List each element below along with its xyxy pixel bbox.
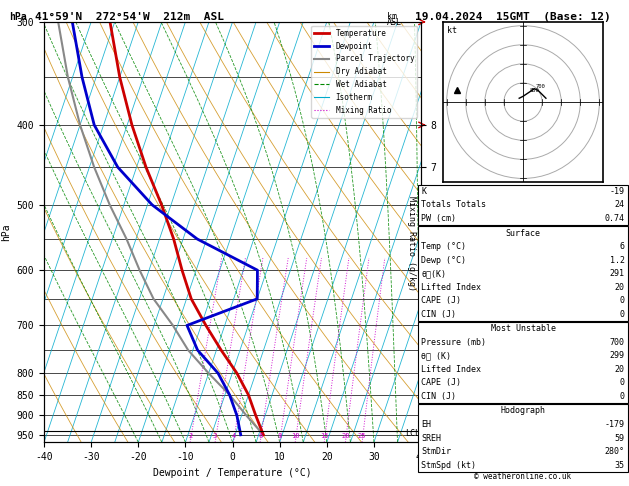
Text: EH: EH <box>421 420 431 429</box>
Text: CIN (J): CIN (J) <box>421 310 457 319</box>
Text: Dewp (°C): Dewp (°C) <box>421 256 467 264</box>
Text: θᴀ (K): θᴀ (K) <box>421 351 452 360</box>
Text: 20: 20 <box>341 433 350 439</box>
Text: hPa: hPa <box>9 12 27 22</box>
Text: © weatheronline.co.uk: © weatheronline.co.uk <box>474 472 572 481</box>
Text: -19: -19 <box>610 187 625 196</box>
Text: 20: 20 <box>615 365 625 374</box>
Legend: Temperature, Dewpoint, Parcel Trajectory, Dry Adiabat, Wet Adiabat, Isotherm, Mi: Temperature, Dewpoint, Parcel Trajectory… <box>311 26 417 118</box>
Text: CAPE (J): CAPE (J) <box>421 296 462 305</box>
Text: 700: 700 <box>610 338 625 347</box>
Text: Surface: Surface <box>506 228 540 238</box>
Text: StmDir: StmDir <box>421 447 452 456</box>
Text: PW (cm): PW (cm) <box>421 214 457 223</box>
Text: 1.2: 1.2 <box>610 256 625 264</box>
Text: θᴀ(K): θᴀ(K) <box>421 269 447 278</box>
Text: 0: 0 <box>620 296 625 305</box>
Text: CIN (J): CIN (J) <box>421 392 457 401</box>
Text: Temp (°C): Temp (°C) <box>421 242 467 251</box>
Text: 0: 0 <box>620 310 625 319</box>
Text: -179: -179 <box>604 420 625 429</box>
Text: Lifted Index: Lifted Index <box>421 283 481 292</box>
Text: 0: 0 <box>620 379 625 387</box>
Y-axis label: km
ASL: km ASL <box>440 232 455 251</box>
Text: 299: 299 <box>610 351 625 360</box>
Text: Totals Totals: Totals Totals <box>421 201 486 209</box>
Text: 3: 3 <box>213 433 217 439</box>
Text: 6: 6 <box>620 242 625 251</box>
Text: 15: 15 <box>320 433 328 439</box>
Text: K: K <box>421 187 426 196</box>
X-axis label: Dewpoint / Temperature (°C): Dewpoint / Temperature (°C) <box>153 468 312 478</box>
Text: CAPE (J): CAPE (J) <box>421 379 462 387</box>
Text: km: km <box>387 12 397 21</box>
Text: Hodograph: Hodograph <box>501 406 545 416</box>
Text: 20: 20 <box>615 283 625 292</box>
Text: 850: 850 <box>530 87 540 92</box>
Text: StmSpd (kt): StmSpd (kt) <box>421 461 476 469</box>
Text: 0.74: 0.74 <box>604 214 625 223</box>
Text: 2: 2 <box>188 433 192 439</box>
Text: SREH: SREH <box>421 434 442 443</box>
Text: 6: 6 <box>258 433 262 439</box>
Text: Most Unstable: Most Unstable <box>491 324 555 333</box>
Text: 24: 24 <box>615 201 625 209</box>
Y-axis label: hPa: hPa <box>1 223 11 241</box>
Text: 59: 59 <box>615 434 625 443</box>
Text: kt: kt <box>447 26 457 35</box>
Text: 280°: 280° <box>604 447 625 456</box>
Text: 0: 0 <box>620 392 625 401</box>
Text: 41°59'N  272°54'W  212m  ASL: 41°59'N 272°54'W 212m ASL <box>35 12 223 22</box>
Text: Lifted Index: Lifted Index <box>421 365 481 374</box>
Text: Pressure (mb): Pressure (mb) <box>421 338 486 347</box>
Text: 25: 25 <box>358 433 366 439</box>
Text: 4: 4 <box>231 433 236 439</box>
Text: 291: 291 <box>610 269 625 278</box>
Text: Mixing Ratio (g/kg): Mixing Ratio (g/kg) <box>408 195 416 291</box>
Text: LCL: LCL <box>404 429 420 438</box>
Text: 19.04.2024  15GMT  (Base: 12): 19.04.2024 15GMT (Base: 12) <box>415 12 611 22</box>
Text: 700: 700 <box>535 84 545 89</box>
Text: ASL: ASL <box>387 18 402 28</box>
Text: 10: 10 <box>291 433 299 439</box>
Text: 8: 8 <box>277 433 282 439</box>
Text: 35: 35 <box>615 461 625 469</box>
